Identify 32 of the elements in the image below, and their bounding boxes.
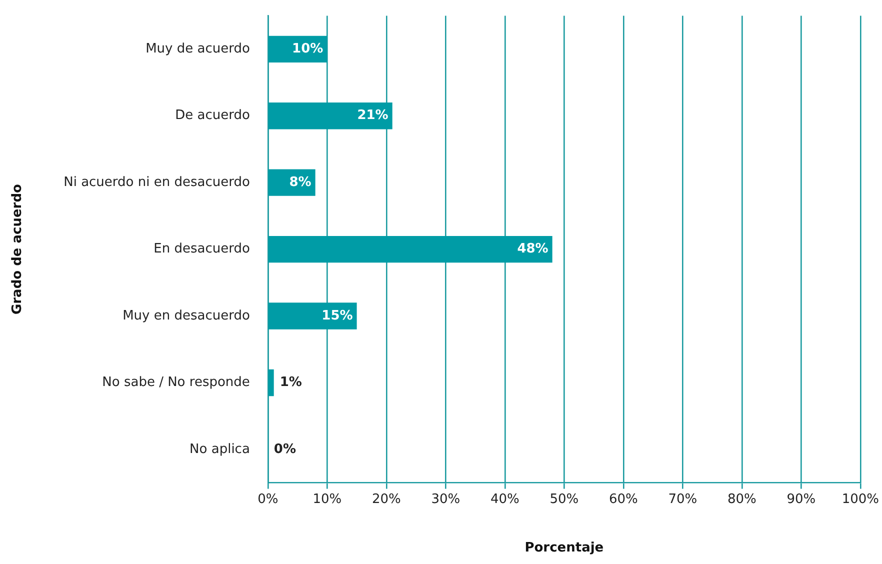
x-tick-label: 0%	[258, 492, 278, 507]
bar	[268, 236, 552, 263]
x-tick-label: 100%	[842, 492, 880, 507]
x-tick-label: 30%	[431, 492, 460, 507]
y-tick-label: Muy en desacuerdo	[122, 308, 250, 324]
y-tick-label: En desacuerdo	[154, 242, 250, 257]
data-label: 1%	[280, 375, 302, 390]
y-tick-label: De acuerdo	[175, 108, 250, 124]
x-tick-label: 70%	[668, 492, 698, 507]
data-label: 0%	[274, 442, 296, 457]
bar	[268, 302, 357, 330]
data-label: 15%	[322, 308, 353, 324]
bar	[268, 169, 316, 196]
bar	[268, 102, 392, 130]
y-tick-label: No sabe / No responde	[102, 375, 250, 390]
x-axis-title: Porcentaje	[524, 540, 604, 556]
data-label: 8%	[289, 174, 312, 190]
x-tick-label: 80%	[727, 492, 756, 507]
y-tick-label: Ni acuerdo ni en desacuerdo	[64, 174, 250, 190]
x-tick-label: 20%	[372, 492, 401, 507]
data-label: 48%	[517, 242, 548, 257]
bar	[268, 369, 274, 396]
x-tick-label: 90%	[786, 492, 816, 507]
x-tick-label: 50%	[550, 492, 579, 507]
data-label: 21%	[357, 108, 388, 124]
y-tick-label: Muy de acuerdo	[146, 42, 250, 57]
y-tick-label: No aplica	[190, 442, 250, 457]
data-label: 10%	[292, 42, 324, 57]
x-tick-label: 10%	[312, 492, 342, 507]
y-axis-title: Grado de acuerdo	[10, 184, 26, 315]
x-tick-label: 60%	[608, 492, 638, 507]
x-tick-label: 40%	[490, 492, 520, 507]
